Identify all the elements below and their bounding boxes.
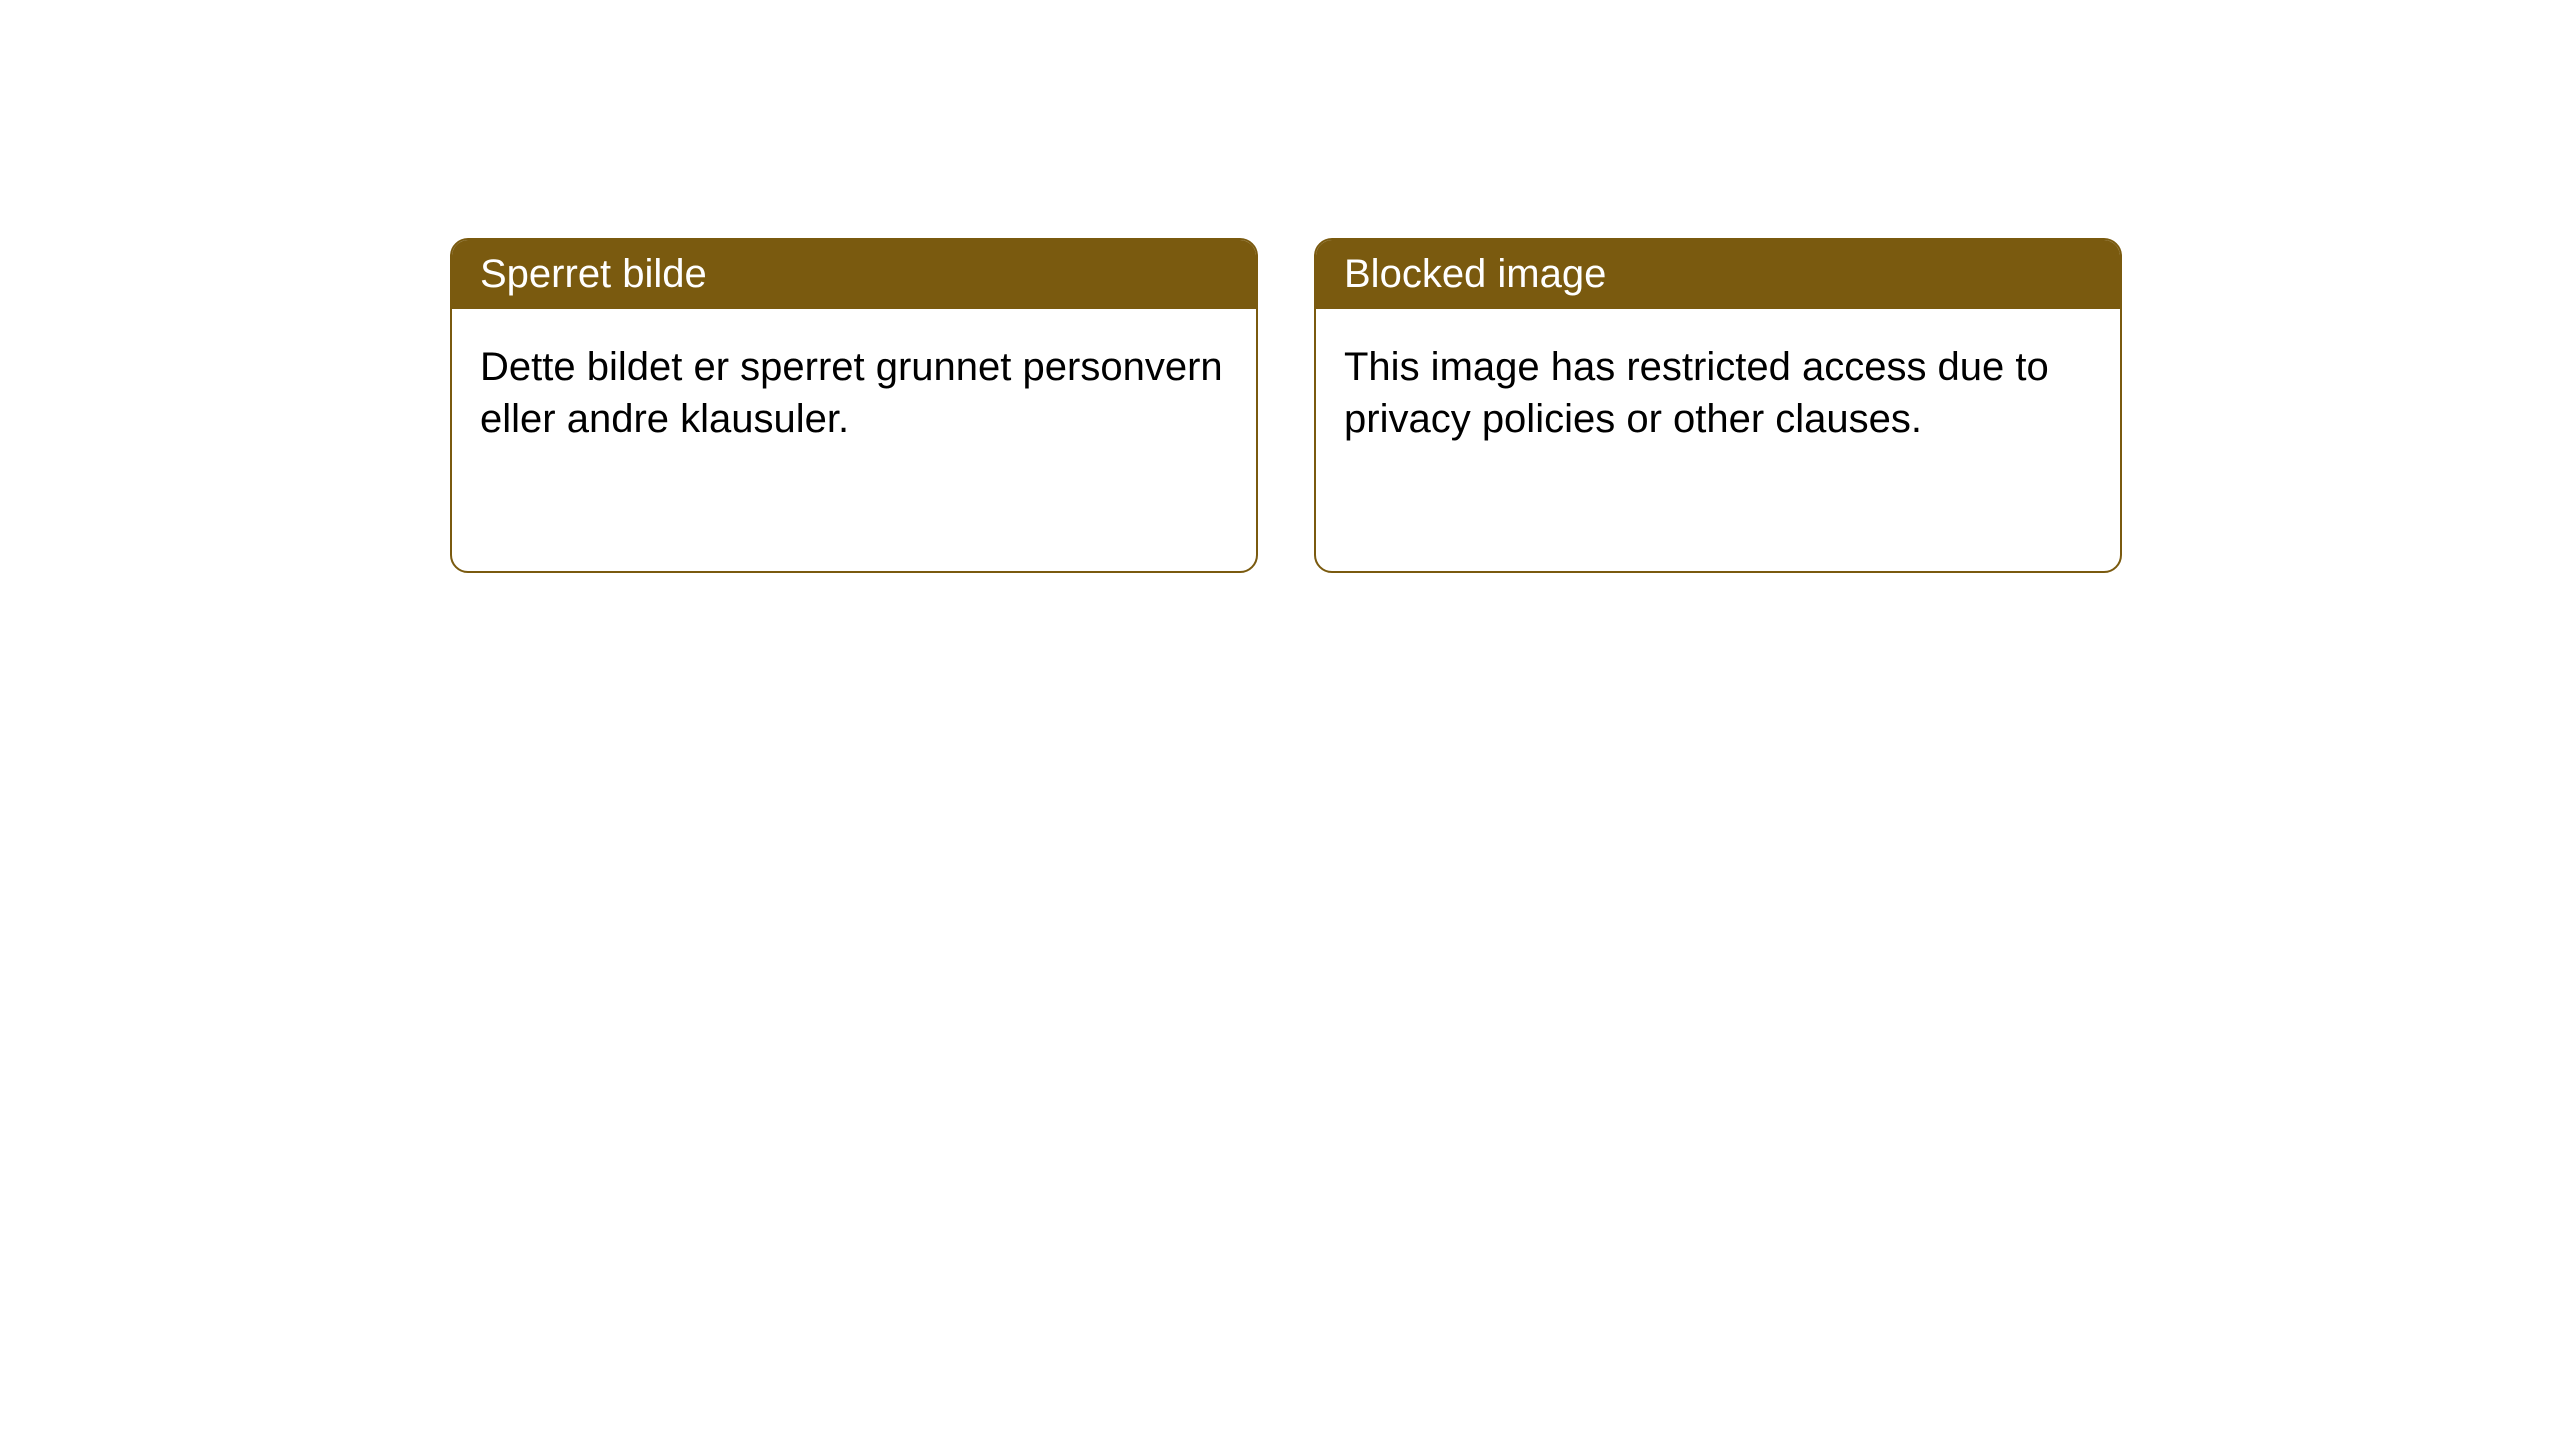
notice-container: Sperret bilde Dette bildet er sperret gr… — [450, 238, 2122, 573]
notice-header: Blocked image — [1316, 240, 2120, 309]
notice-card-norwegian: Sperret bilde Dette bildet er sperret gr… — [450, 238, 1258, 573]
notice-body: Dette bildet er sperret grunnet personve… — [452, 309, 1256, 477]
notice-card-english: Blocked image This image has restricted … — [1314, 238, 2122, 573]
notice-body-text: Dette bildet er sperret grunnet personve… — [480, 345, 1223, 441]
notice-body: This image has restricted access due to … — [1316, 309, 2120, 477]
notice-header: Sperret bilde — [452, 240, 1256, 309]
notice-title: Sperret bilde — [480, 252, 707, 296]
notice-body-text: This image has restricted access due to … — [1344, 345, 2049, 441]
notice-title: Blocked image — [1344, 252, 1606, 296]
